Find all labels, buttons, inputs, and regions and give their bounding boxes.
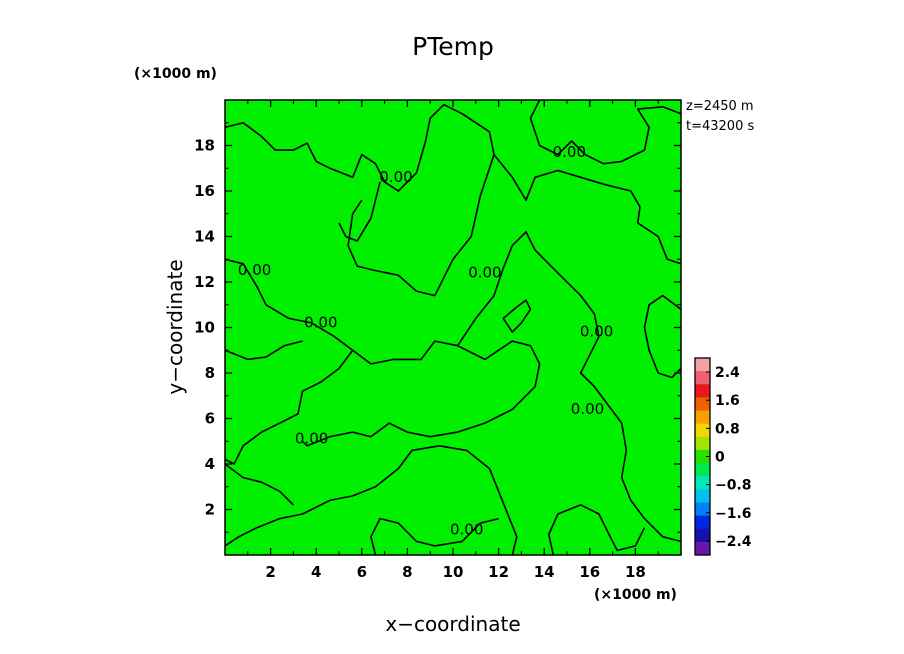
colorbar-tick-label: 2.4 — [715, 365, 740, 381]
colorbar-segment — [695, 515, 710, 530]
colorbar: 2.4 1.6 0.8 0 −0.8 −1.6 −2.4 — [694, 357, 752, 556]
colorbar-segment — [695, 410, 710, 425]
y-axis-label: y−coordinate — [163, 259, 187, 394]
colorbar-segment — [695, 358, 710, 372]
colorbar-tick-label: 1.6 — [715, 393, 740, 409]
x-tick-label: 8 — [402, 563, 412, 581]
contour-labels: 0.00 0.00 0.00 0.00 0.00 0.00 0.00 0.00 0.00 — [238, 143, 613, 539]
y-tick-label: 8 — [205, 364, 215, 382]
contour-line — [224, 258, 354, 465]
colorbar-segment — [695, 476, 710, 490]
contour-line — [224, 340, 303, 361]
chart-title: PTemp — [412, 32, 494, 61]
colorbar-tick-label: −1.6 — [715, 506, 752, 522]
contour-line — [338, 181, 381, 242]
x-tick-label: 2 — [265, 563, 275, 581]
colorbar-segment — [695, 528, 710, 543]
contour-label: 0.00 — [468, 263, 501, 281]
contour-lines — [224, 99, 682, 556]
colorbar-tick-label: 0 — [715, 450, 725, 466]
colorbar-segment — [695, 384, 710, 398]
colorbar-segment — [695, 541, 710, 556]
x-tick-label: 12 — [488, 563, 509, 581]
colorbar-segment — [695, 397, 710, 412]
colorbar-segment — [695, 463, 710, 477]
contour-line — [493, 154, 682, 265]
contour-label: 0.00 — [238, 261, 271, 279]
contour-label: 0.00 — [580, 323, 613, 341]
y-tick-label: 18 — [194, 137, 215, 155]
colorbar-segment — [695, 436, 710, 451]
info-text: z=2450 m t=43200 s — [686, 99, 754, 134]
plot-background — [225, 100, 681, 555]
x-ticks: 2 4 6 8 10 12 14 16 18 — [247, 100, 659, 581]
y-unit-label: (×1000 m) — [134, 66, 217, 82]
x-tick-label: 16 — [579, 563, 600, 581]
time-label: t=43200 s — [686, 119, 754, 134]
colorbar-segment — [695, 489, 710, 503]
colorbar-segment — [695, 449, 710, 464]
contour-label: 0.00 — [571, 400, 604, 418]
contour-line — [224, 445, 518, 556]
contour-line — [502, 299, 532, 333]
x-tick-label: 18 — [625, 563, 646, 581]
colorbar-tick-label: −0.8 — [715, 478, 752, 494]
x-tick-label: 10 — [443, 563, 464, 581]
colorbar-segment — [695, 423, 710, 438]
contour-line — [301, 340, 541, 447]
contour-label: 0.00 — [553, 143, 586, 161]
colorbar-segment — [695, 371, 710, 385]
z-level-label: z=2450 m — [686, 99, 754, 114]
y-tick-label: 6 — [205, 410, 215, 428]
y-tick-label: 10 — [194, 319, 215, 337]
x-axis-label: x−coordinate — [385, 612, 520, 636]
contour-label: 0.00 — [304, 313, 337, 331]
y-tick-label: 4 — [205, 455, 215, 473]
contour-line — [370, 517, 499, 556]
y-tick-label: 16 — [194, 182, 215, 200]
x-tick-label: 6 — [357, 563, 367, 581]
y-ticks: 2 4 6 8 10 12 14 16 18 — [194, 122, 681, 533]
contour-line — [224, 103, 495, 297]
contour-line — [548, 504, 646, 556]
contour-label: 0.00 — [450, 521, 483, 539]
plot-area: 0.00 0.00 0.00 0.00 0.00 0.00 0.00 0.00 0.00 2 4 6… — [194, 99, 682, 581]
y-tick-label: 12 — [194, 273, 215, 291]
contour-line — [456, 231, 682, 543]
contour-line — [643, 294, 682, 379]
x-tick-label: 14 — [534, 563, 555, 581]
y-tick-label: 14 — [194, 228, 215, 246]
colorbar-tick-label: 0.8 — [715, 421, 740, 437]
contour-label: 0.00 — [379, 168, 412, 186]
x-tick-label: 4 — [311, 563, 321, 581]
colorbar-segment — [695, 502, 710, 517]
x-unit-label: (×1000 m) — [594, 587, 677, 603]
contour-label: 0.00 — [295, 430, 328, 448]
contour-line — [224, 463, 294, 506]
contour-line — [529, 99, 682, 165]
y-tick-label: 2 — [205, 501, 215, 519]
colorbar-tick-label: −2.4 — [715, 534, 752, 550]
